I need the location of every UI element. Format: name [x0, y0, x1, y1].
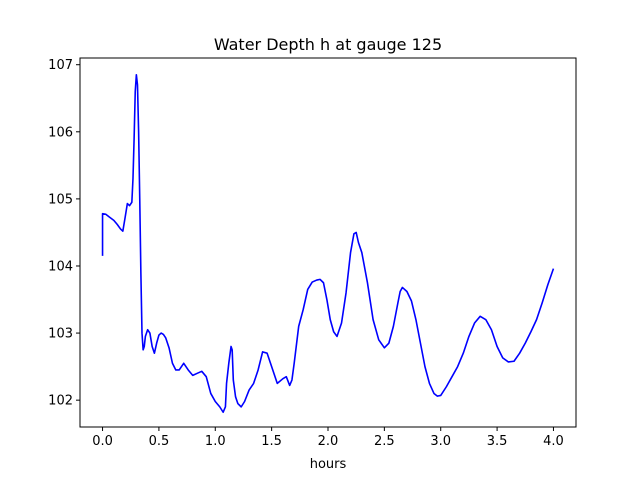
x-tick-label: 2.0 [318, 434, 339, 449]
x-tick-label: 1.0 [205, 434, 226, 449]
y-tick-label: 106 [48, 125, 73, 140]
chart-title: Water Depth h at gauge 125 [214, 35, 442, 54]
x-tick-label: 4.0 [543, 434, 564, 449]
y-tick-label: 104 [48, 259, 73, 274]
x-tick-label: 1.5 [261, 434, 282, 449]
y-axis: 102 103 104 105 106 107 [48, 58, 80, 409]
x-tick-label: 3.5 [487, 434, 508, 449]
y-tick-label: 105 [48, 192, 73, 207]
x-tick-label: 3.0 [430, 434, 451, 449]
x-axis-title: hours [310, 457, 347, 472]
y-tick-label: 107 [48, 58, 73, 73]
x-tick-label: 2.5 [374, 434, 395, 449]
series-line-0 [101, 73, 555, 414]
x-tick-label: 0.0 [92, 434, 113, 449]
x-axis: 0.0 0.5 1.0 1.5 2.0 2.5 3.0 3.5 4.0 [92, 427, 564, 449]
y-tick-label: 102 [48, 394, 73, 409]
x-tick-label: 0.5 [149, 434, 170, 449]
y-tick-label: 103 [48, 327, 73, 342]
